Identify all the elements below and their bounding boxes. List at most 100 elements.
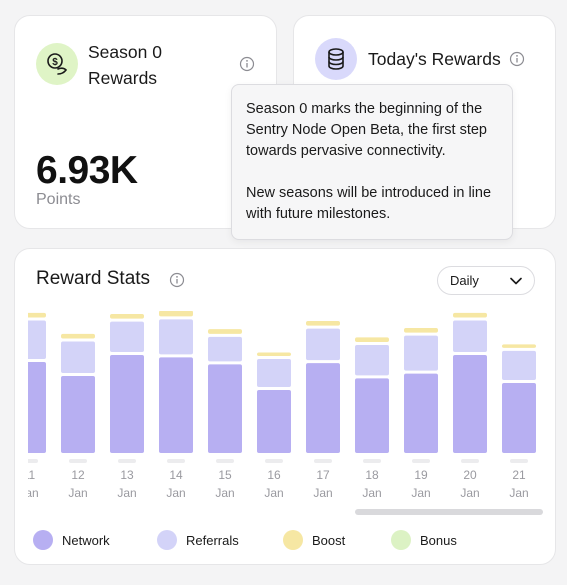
bar-boost-17[interactable] (306, 321, 340, 326)
legend-label: Referrals (186, 532, 239, 548)
bar-network-20[interactable] (453, 355, 487, 453)
x-tick-marker (216, 459, 234, 463)
bar-referrals-21[interactable] (502, 350, 536, 380)
x-tick-label-day: 14 (169, 468, 183, 482)
x-tick-label-month: Jan (411, 486, 430, 500)
reward-stats-chart: 11 Jan 12 Jan 13 Jan 14 Jan 15 Jan 16 Jan 17 Jan 18 Jan… (28, 311, 536, 500)
x-tick-label-day: 12 (71, 468, 85, 482)
info-icon[interactable] (509, 51, 525, 67)
bar-network-11[interactable] (28, 362, 46, 453)
reward-stats-card: Reward Stats Daily 11Jan12Jan13Jan14Jan1… (14, 248, 556, 565)
bar-boost-20[interactable] (453, 312, 487, 318)
bar-referrals-13[interactable] (110, 321, 144, 352)
bar-boost-18[interactable] (355, 337, 389, 342)
season-points-unit: Points (36, 191, 81, 208)
database-icon (315, 38, 357, 80)
bar-boost-15[interactable] (208, 329, 242, 334)
bar-boost-14[interactable] (159, 311, 193, 317)
chart-scrollbar[interactable] (355, 509, 543, 517)
period-select[interactable]: Daily (437, 266, 535, 295)
tooltip-paragraph: Season 0 marks the beginning of the Sent… (246, 101, 487, 159)
x-tick-label-day: 17 (316, 468, 330, 482)
x-tick-label-month: Jan (28, 486, 39, 500)
bar-network-21[interactable] (502, 383, 536, 453)
x-tick-marker (363, 459, 381, 463)
x-tick-marker (461, 459, 479, 463)
period-select-value: Daily (450, 273, 479, 288)
x-tick-label-day: 20 (463, 468, 477, 482)
legend-swatch (33, 530, 53, 550)
season-info-tooltip: Season 0 marks the beginning of the Sent… (231, 84, 513, 240)
bar-referrals-17[interactable] (306, 328, 340, 361)
legend-item-boost[interactable]: Boost (283, 528, 345, 552)
legend-label: Bonus (420, 532, 457, 548)
legend-swatch (157, 530, 177, 550)
bar-boost-21[interactable] (502, 344, 536, 348)
legend-swatch (283, 530, 303, 550)
bar-referrals-14[interactable] (159, 319, 193, 355)
info-icon[interactable] (239, 56, 255, 72)
x-tick-marker (265, 459, 283, 463)
legend-label: Network (62, 532, 110, 548)
bar-referrals-19[interactable] (404, 335, 438, 371)
x-tick-label-month: Jan (460, 486, 479, 500)
x-tick-label-day: 13 (120, 468, 134, 482)
bar-network-18[interactable] (355, 378, 389, 453)
x-tick-label-day: 15 (218, 468, 232, 482)
bar-boost-11[interactable] (28, 312, 46, 318)
x-tick-label-month: Jan (117, 486, 136, 500)
x-tick-marker (167, 459, 185, 463)
x-tick-marker (314, 459, 332, 463)
bar-boost-19[interactable] (404, 328, 438, 333)
coin-hand-icon: $ (36, 43, 78, 85)
chart-legend: Network Referrals Boost Bonus (33, 528, 533, 552)
svg-text:$: $ (52, 57, 58, 68)
x-tick-marker (510, 459, 528, 463)
legend-label: Boost (312, 532, 346, 548)
legend-swatch (391, 530, 411, 550)
reward-stats-title: Reward Stats (36, 268, 151, 289)
season-rewards-title: Season 0 Rewards (88, 42, 162, 88)
x-tick-label-month: Jan (264, 486, 283, 500)
tooltip-paragraph: New seasons will be introduced in line w… (246, 185, 492, 222)
bar-network-15[interactable] (208, 364, 242, 453)
bar-network-16[interactable] (257, 390, 291, 453)
x-tick-label-day: 19 (414, 468, 428, 482)
bar-network-17[interactable] (306, 363, 340, 453)
legend-item-bonus[interactable]: Bonus (391, 528, 457, 552)
x-tick-marker (118, 459, 136, 463)
x-tick-marker (28, 459, 38, 463)
x-tick-label-day: 11 (28, 468, 36, 482)
x-tick-label-day: 16 (267, 468, 281, 482)
bar-referrals-12[interactable] (61, 341, 95, 374)
x-tick-label-month: Jan (509, 486, 528, 500)
x-tick-marker (412, 459, 430, 463)
x-tick-label-month: Jan (215, 486, 234, 500)
bar-referrals-16[interactable] (257, 359, 291, 387)
x-tick-label-day: 21 (512, 468, 526, 482)
x-tick-label-month: Jan (313, 486, 332, 500)
legend-item-referrals[interactable]: Referrals (157, 528, 239, 552)
bar-network-13[interactable] (110, 355, 144, 453)
season-points-value: 6.93K (36, 149, 138, 192)
x-tick-marker (69, 459, 87, 463)
x-tick-label-month: Jan (166, 486, 185, 500)
bar-network-19[interactable] (404, 373, 438, 453)
legend-item-network[interactable]: Network (33, 528, 110, 552)
info-icon[interactable] (169, 272, 185, 288)
chevron-down-icon (510, 273, 522, 288)
bar-network-12[interactable] (61, 376, 95, 453)
x-tick-label-day: 18 (365, 468, 379, 482)
bar-referrals-18[interactable] (355, 345, 389, 376)
bar-boost-13[interactable] (110, 314, 144, 319)
x-tick-label-month: Jan (362, 486, 381, 500)
chart-scrollbar-thumb[interactable] (355, 509, 543, 515)
bar-referrals-15[interactable] (208, 336, 242, 362)
bar-referrals-20[interactable] (453, 320, 487, 353)
todays-rewards-title: Today's Rewards (368, 49, 501, 69)
bar-boost-16[interactable] (257, 352, 291, 357)
x-tick-label-month: Jan (68, 486, 87, 500)
bar-referrals-11[interactable] (28, 320, 46, 360)
bar-network-14[interactable] (159, 357, 193, 453)
bar-boost-12[interactable] (61, 333, 95, 339)
